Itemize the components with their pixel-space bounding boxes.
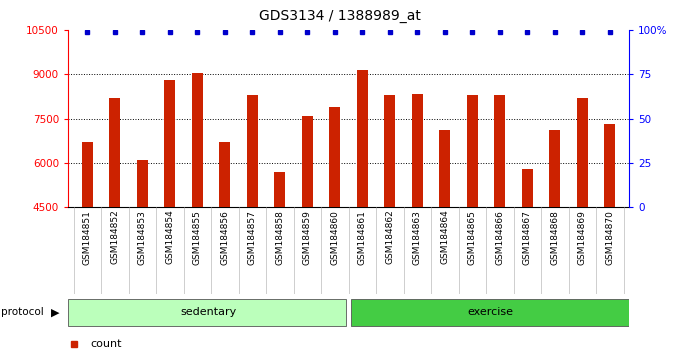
Bar (357, 70, 368, 340)
Bar (82, 142, 92, 340)
Text: GSM184868: GSM184868 (550, 210, 559, 264)
Bar (165, 80, 175, 340)
Text: GSM184857: GSM184857 (248, 210, 257, 264)
Bar (302, 116, 313, 340)
FancyBboxPatch shape (352, 299, 629, 326)
FancyBboxPatch shape (68, 299, 345, 326)
Text: GSM184858: GSM184858 (275, 210, 284, 264)
Text: protocol: protocol (1, 307, 44, 318)
Bar (219, 142, 231, 340)
Text: GSM184854: GSM184854 (165, 210, 174, 264)
Bar (412, 93, 423, 340)
Text: GSM184862: GSM184862 (386, 210, 394, 264)
Text: GDS3134 / 1388989_at: GDS3134 / 1388989_at (259, 9, 421, 23)
Text: GSM184864: GSM184864 (440, 210, 449, 264)
Text: count: count (90, 339, 122, 349)
Bar (522, 169, 532, 340)
Text: GSM184855: GSM184855 (192, 210, 202, 264)
Bar (549, 130, 560, 340)
Bar (192, 73, 203, 340)
Text: GSM184869: GSM184869 (578, 210, 587, 264)
Text: GSM184859: GSM184859 (303, 210, 311, 264)
Bar (247, 95, 258, 340)
Text: exercise: exercise (467, 307, 513, 318)
Text: GSM184860: GSM184860 (330, 210, 339, 264)
Text: GSM184861: GSM184861 (358, 210, 367, 264)
Bar (577, 98, 588, 340)
Text: GSM184851: GSM184851 (83, 210, 92, 264)
Text: sedentary: sedentary (180, 307, 237, 318)
Bar (109, 98, 120, 340)
Bar (439, 130, 450, 340)
Bar (494, 95, 505, 340)
Bar (605, 125, 615, 340)
Text: GSM184866: GSM184866 (495, 210, 505, 264)
Text: GSM184865: GSM184865 (468, 210, 477, 264)
Bar (329, 107, 340, 340)
Text: GSM184863: GSM184863 (413, 210, 422, 264)
Bar (384, 95, 395, 340)
Bar (466, 95, 478, 340)
Text: GSM184852: GSM184852 (110, 210, 119, 264)
Text: ▶: ▶ (52, 307, 60, 318)
Text: GSM184853: GSM184853 (138, 210, 147, 264)
Bar (137, 160, 148, 340)
Bar (274, 172, 285, 340)
Text: GSM184856: GSM184856 (220, 210, 229, 264)
Text: GSM184870: GSM184870 (605, 210, 614, 264)
Text: GSM184867: GSM184867 (523, 210, 532, 264)
